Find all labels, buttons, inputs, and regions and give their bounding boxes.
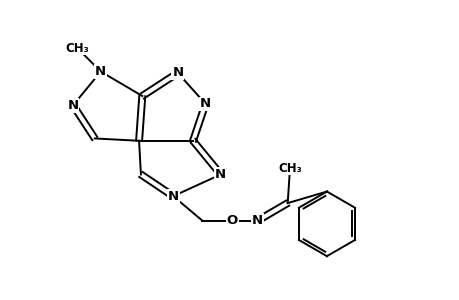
Text: N: N — [200, 97, 211, 110]
Text: N: N — [167, 190, 179, 203]
Text: N: N — [252, 214, 263, 227]
Text: N: N — [172, 66, 183, 80]
Text: N: N — [67, 99, 78, 112]
Text: N: N — [215, 168, 226, 181]
Text: CH₃: CH₃ — [66, 42, 90, 55]
Text: O: O — [226, 214, 237, 227]
Text: CH₃: CH₃ — [278, 162, 301, 175]
Text: N: N — [95, 65, 106, 78]
